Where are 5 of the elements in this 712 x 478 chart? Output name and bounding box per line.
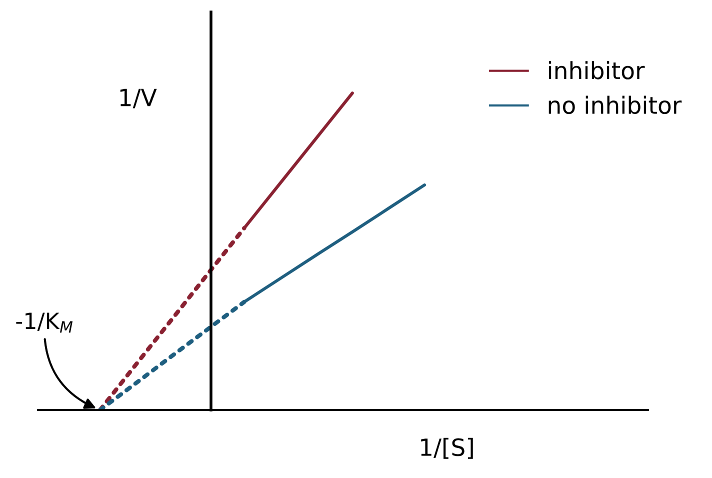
- text: -1/K$_{M}$: [16, 312, 73, 333]
- x-axis-title: 1/[S]: [421, 438, 473, 459]
- legend-label: inhibitor: [548, 61, 645, 80]
- y-axis-title: 1/V: [120, 88, 157, 108]
- legend-label: no inhibitor: [548, 96, 682, 114]
